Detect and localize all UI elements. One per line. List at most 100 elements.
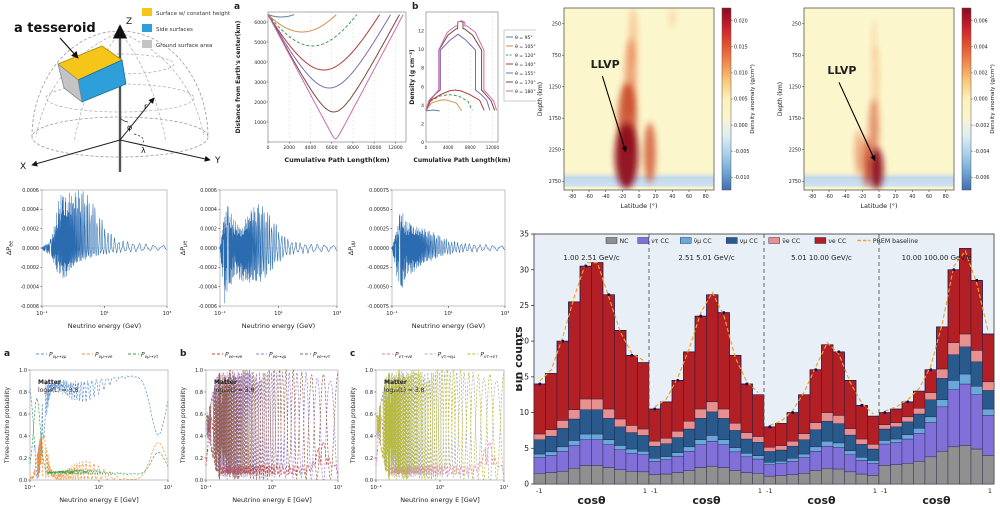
legend-label: Pντ→νe <box>395 352 413 361</box>
tick-label: 250 <box>792 22 801 28</box>
prem-baseline <box>654 291 759 408</box>
tspan-shape: P <box>480 352 484 359</box>
stack-segment <box>786 440 799 447</box>
tick-label: 0.00025 <box>369 226 389 232</box>
plot-border <box>425 11 499 143</box>
stack-segment <box>763 426 776 448</box>
stack-segment <box>798 439 811 455</box>
stack-segment <box>591 465 604 485</box>
tick-label: -0.002 <box>974 123 989 129</box>
stack-segment <box>947 342 960 355</box>
y-axis-label: Bin counts <box>516 326 525 392</box>
y-axis-label: Three-neutrino probability <box>5 386 11 463</box>
tesseroid-bottom-face <box>57 62 83 103</box>
tick-label: 1 <box>643 487 647 495</box>
tesseroid-pointer-arrow <box>59 37 79 59</box>
tick-label: 10 <box>519 408 529 417</box>
series-curve <box>267 14 400 113</box>
tick-label: 0.000 <box>734 123 748 129</box>
stack-top-outline <box>534 262 649 385</box>
tspan-shape: νμ→νe <box>99 355 113 360</box>
stack-segment <box>648 474 661 485</box>
legend-label: PREM baseline <box>873 238 918 245</box>
stack-segment <box>545 455 558 473</box>
llvp-arrow <box>838 82 876 162</box>
legend-swatch <box>605 237 618 244</box>
stack-segment <box>671 452 684 457</box>
y-axis-label: Three-neutrino probability <box>181 386 187 463</box>
data-point <box>538 382 542 386</box>
stack-segment <box>855 457 868 461</box>
anomaly-blob <box>614 123 639 189</box>
anomaly-blob <box>872 44 879 111</box>
stack-segment <box>878 440 891 445</box>
data-point <box>883 411 887 415</box>
x-axis-label: Neutrino energy E [GeV] <box>232 496 312 504</box>
stack-segment <box>832 468 845 485</box>
stack-segment <box>717 467 730 485</box>
tspan-shape: P <box>95 352 99 359</box>
tspan-shape: ΔP <box>5 247 13 255</box>
stack-segment <box>556 340 569 421</box>
anomaly-blob <box>869 98 879 157</box>
probability-curve <box>29 375 169 479</box>
stack-segment <box>717 418 730 440</box>
annotation: log₁₀(L) = 3.8 <box>384 387 425 394</box>
stack-segment <box>775 449 788 462</box>
stack-segment <box>775 445 788 451</box>
stack-segment <box>890 422 903 428</box>
tick-label: -1 <box>766 487 772 495</box>
heatmap-blobs <box>804 19 954 190</box>
stack-segment <box>752 458 765 474</box>
data-point <box>860 403 864 407</box>
tspan-shape: ΔP <box>179 247 187 255</box>
data-point <box>561 339 565 343</box>
stack-segment <box>890 438 903 443</box>
stack-segment <box>855 444 868 458</box>
stack-segment <box>786 445 799 459</box>
stack-segment <box>602 418 615 440</box>
stack-segment <box>591 262 604 400</box>
stack-segment <box>694 418 707 440</box>
stack-segment <box>533 453 546 458</box>
stack-segment <box>844 434 857 451</box>
tick-label: 10³ <box>163 311 172 317</box>
annotation: log₁₀(L) = 3.8 <box>38 387 79 394</box>
stack-segment <box>947 380 960 390</box>
legend-swatch <box>726 237 738 244</box>
tick-label: -0.0006 <box>198 304 217 310</box>
tick-label: 2250 <box>549 147 561 153</box>
stack-segment <box>878 412 891 425</box>
tick-label: -1 <box>881 487 887 495</box>
stack-segment <box>901 401 914 418</box>
stack-segment <box>671 472 684 485</box>
stack-segment <box>821 440 834 447</box>
tick-label: 250 <box>552 22 561 28</box>
probability-chart-a: a Pνμ→νμ Pνμ→νe Pνμ→ντ Matter log₁₀(L) = 3.8 0… <box>0 344 174 507</box>
tick-label: -0.00050 <box>367 284 389 290</box>
y-axis-label: Depth (km) <box>537 82 544 116</box>
sub-band-strip <box>564 186 714 190</box>
stack-segment <box>936 450 949 485</box>
tick-label: -0.0004 <box>20 284 39 290</box>
tick-label: 10¹ <box>164 485 173 491</box>
tick-label: 10³ <box>333 311 342 317</box>
stack-segment <box>717 444 730 468</box>
stack-segment <box>625 453 638 472</box>
legend-label: Side surfaces <box>156 27 193 33</box>
stack-segment <box>936 326 949 370</box>
stack-segment <box>913 408 926 415</box>
stack-segment <box>763 464 776 477</box>
path-radius-chart: a 1000 2000 3000 4000 5000 6000 0 2000 4000 6000 80… <box>230 0 410 176</box>
stack-segment <box>970 448 983 485</box>
x-axis-label: Neutrino energy (GeV) <box>68 322 141 330</box>
stack-segment <box>706 440 719 467</box>
tick-label: 2750 <box>549 179 561 185</box>
stack-segment <box>683 446 696 452</box>
stack-segment <box>982 333 995 383</box>
stack-segment <box>637 362 650 430</box>
tick-label: 10³ <box>501 311 510 317</box>
stack-segment <box>867 475 880 485</box>
stack-segment <box>798 433 811 440</box>
